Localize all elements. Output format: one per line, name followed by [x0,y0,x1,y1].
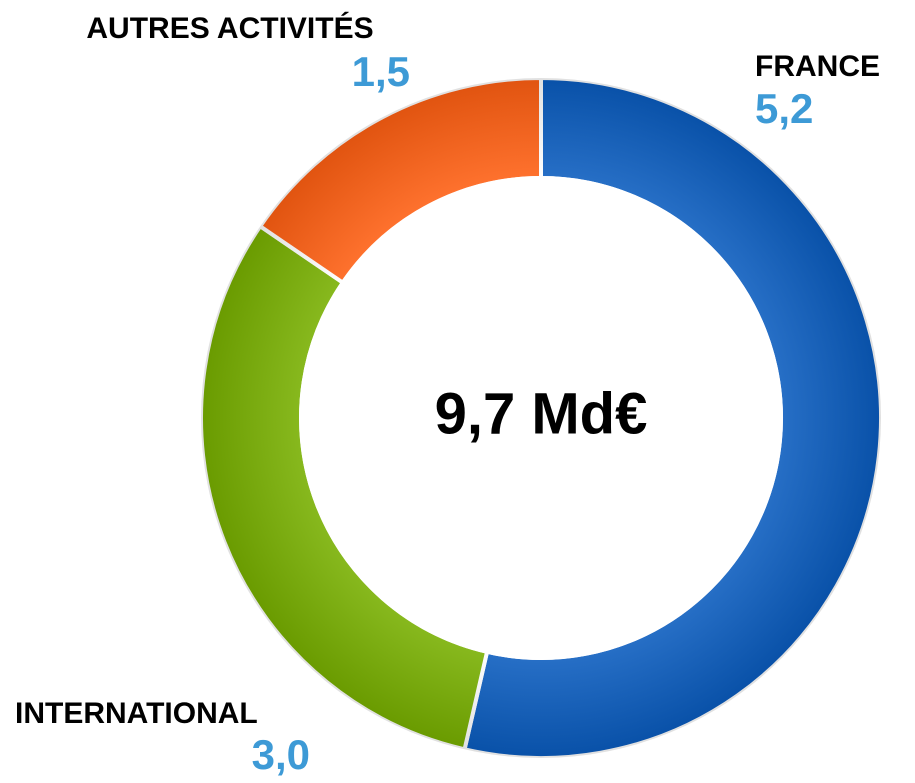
slice-name: FRANCE [755,50,880,83]
slice-name: INTERNATIONAL [15,697,258,730]
value-label: 5,2 [755,85,813,132]
slice [199,223,490,752]
ring-outline [299,176,783,660]
value-label: 3,0 [252,731,310,778]
slice-name: AUTRES ACTIVITÉS [86,11,373,45]
value-label: 1,5 [352,48,410,95]
center-label: 9,7 Md€ [435,381,648,446]
